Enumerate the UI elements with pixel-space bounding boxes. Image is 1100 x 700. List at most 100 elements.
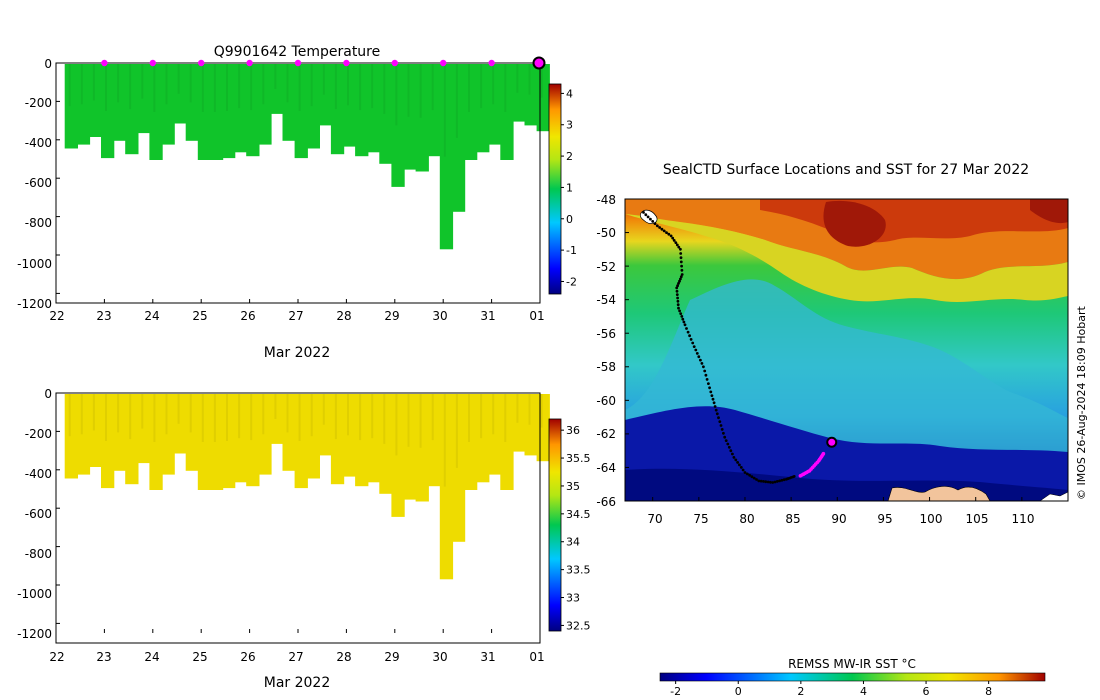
x-tick-label: 30 [432, 309, 447, 323]
map-axes-frame [624, 198, 1069, 502]
profile-shading [492, 394, 495, 435]
x-tick-label: 22 [49, 309, 64, 323]
profile-column [185, 64, 199, 141]
temperature-x-label: Mar 2022 [264, 345, 331, 361]
profile-column [367, 64, 381, 153]
profile-shading [407, 64, 410, 117]
profile-shading [480, 394, 483, 439]
profile-shading [359, 64, 362, 111]
lat-tick-label: -58 [596, 360, 616, 374]
track-point [660, 227, 664, 231]
colorbar-tick-label: 2 [797, 685, 804, 698]
track-point [731, 452, 734, 456]
colorbar-tick-label: 0 [566, 213, 573, 226]
profile-column [282, 394, 296, 471]
lat-tick-label: -60 [596, 394, 616, 408]
track-point [694, 348, 698, 352]
x-tick-label: 31 [480, 309, 495, 323]
profile-shading [274, 394, 277, 419]
profile-column [294, 64, 308, 159]
profile-column [209, 394, 224, 490]
track-point [780, 478, 784, 482]
profile-column [258, 64, 272, 145]
profile-shading [141, 394, 144, 429]
profile-shading [504, 64, 507, 112]
track-point [712, 401, 716, 405]
profile-shading [298, 64, 301, 111]
temperature-panel: Q9901642 Temperature 0 -200 -400 -600 -8… [17, 44, 577, 361]
track-point [750, 475, 754, 479]
y-tick-label: 0 [44, 57, 52, 71]
track-point [686, 330, 690, 334]
track-point [671, 236, 675, 240]
track-point [680, 268, 684, 272]
track-point [679, 256, 683, 260]
profile-shading [383, 394, 386, 444]
track-point [692, 345, 696, 348]
profile-column [318, 394, 333, 456]
track-point [681, 317, 685, 321]
track-point [679, 277, 682, 281]
profile-shading [334, 394, 337, 440]
colorbar-tick-label: -1 [566, 244, 577, 257]
track-point [718, 420, 722, 423]
profile-shading [298, 394, 301, 441]
track-point [743, 471, 747, 474]
colorbar-tick-label: 33.5 [566, 564, 591, 577]
profile-column [330, 64, 345, 155]
profile-column [113, 64, 127, 141]
profile-shading [274, 64, 277, 89]
temperature-y-axis: 0 -200 -400 -600 -800 -1000 -1200 [17, 57, 52, 311]
track-point [738, 463, 741, 467]
profile-shading [419, 394, 422, 448]
profile-column [294, 394, 308, 489]
profile-shading [443, 64, 446, 157]
colorbar-tick-label: 1 [566, 181, 573, 194]
colorbar-tick-label: 4 [860, 685, 867, 698]
track-point [745, 472, 749, 476]
y-tick-label: -800 [25, 216, 52, 230]
temperature-tick-marks [55, 62, 541, 303]
sst-hot-core [823, 200, 886, 247]
track-point [775, 480, 779, 483]
profile-shading [105, 64, 107, 111]
lon-tick-label: 95 [877, 512, 892, 526]
profile-column [464, 394, 478, 490]
profile-column [427, 64, 441, 157]
lon-tick-label: 70 [647, 512, 662, 526]
lon-tick-label: 85 [785, 512, 800, 526]
temperature-title: Q9901642 Temperature [214, 44, 381, 60]
profile-column [415, 64, 429, 172]
profile-shading [516, 64, 519, 93]
lon-tick-label: 90 [831, 512, 846, 526]
profile-column [536, 64, 550, 132]
profile-column [149, 64, 163, 160]
profile-column [476, 64, 490, 153]
profile-column [330, 394, 345, 485]
salinity-colorbar-ticks: 36 35.5 35 34.5 34 33.5 33 32.5 [561, 424, 591, 632]
profile-shading [516, 394, 519, 423]
profile-column [125, 64, 139, 155]
track-point [741, 468, 745, 472]
x-tick-label: 31 [480, 650, 495, 664]
profile-column [149, 394, 163, 490]
track-point [651, 220, 655, 223]
track-point [715, 412, 719, 416]
y-tick-label: -400 [25, 467, 52, 481]
lat-tick-label: -48 [596, 193, 616, 207]
profile-column [258, 394, 272, 475]
profile-column [137, 64, 151, 134]
track-point [682, 320, 686, 324]
profile-shading [468, 394, 470, 442]
profile-shading [165, 64, 168, 105]
track-point [702, 365, 705, 369]
track-point [675, 289, 679, 293]
temperature-colorbar [548, 83, 562, 295]
sst-hot-core-east [1030, 199, 1068, 224]
profile-shading [419, 64, 422, 118]
profile-shading [238, 64, 241, 109]
track-point [708, 386, 711, 390]
seal-track [642, 211, 838, 484]
profile-shading [528, 394, 531, 425]
y-tick-label: -800 [25, 547, 52, 561]
